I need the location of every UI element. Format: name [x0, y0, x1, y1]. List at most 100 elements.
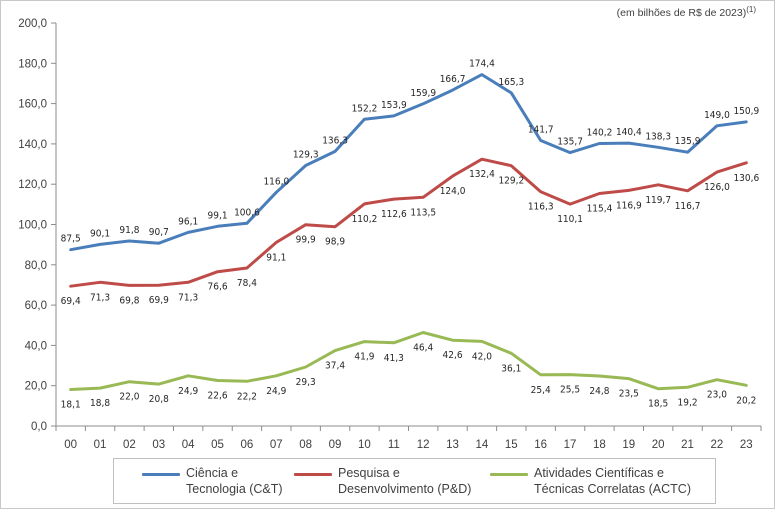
y-tick-label: 180,0 [18, 58, 47, 70]
line-chart: (em bilhões de R$ de 2023)(1) 0,0 20,0 40,… [18, 5, 762, 451]
data-label-s0-02: 91,8 [119, 225, 139, 236]
legend-item-pd: Pesquisa e Desenvolvimento (P&D) [294, 465, 471, 497]
x-tick-labels: 00 01 02 03 04 05 06 07 08 09 10 11 12 13 14 15 16 17 18 19… [55, 426, 762, 451]
data-label-s0-03: 90,7 [149, 227, 169, 238]
legend-swatch-actc [490, 473, 528, 476]
x-tick-label: 07 [270, 439, 283, 451]
x-tick-label: 20 [652, 439, 665, 451]
data-label-s0-17: 135,7 [557, 137, 583, 148]
data-label-s2-17: 25,5 [560, 385, 580, 396]
y-tick-labels: 0,0 20,0 40,0 60,0 80,0 100,0 120,0 140,0 160,0 1… [18, 18, 56, 433]
data-label-s1-20: 119,7 [645, 195, 671, 206]
x-tick-label: 04 [182, 439, 195, 451]
y-tick-label: 80,0 [25, 260, 47, 272]
x-tick-label: 13 [446, 439, 459, 451]
units-note: (em bilhões de R$ de 2023)(1) [617, 5, 757, 19]
data-label-s1-21: 116,7 [675, 201, 701, 212]
data-label-s2-18: 24,8 [589, 386, 609, 397]
data-label-s2-10: 41,9 [354, 352, 374, 363]
x-tick-label: 12 [417, 439, 430, 451]
data-label-s0-13: 166,7 [440, 74, 466, 85]
x-tick-label: 05 [211, 439, 224, 451]
data-label-s1-17: 110,1 [557, 214, 583, 225]
series-lines [69, 73, 748, 391]
data-label-s1-23: 130,6 [733, 173, 759, 184]
data-label-s1-22: 126,0 [704, 182, 730, 193]
data-label-s0-00: 87,5 [61, 234, 81, 245]
data-label-s1-12: 113,5 [410, 207, 436, 218]
x-tick-label: 22 [711, 439, 724, 451]
data-label-s2-14: 42,0 [472, 351, 492, 362]
data-label-s1-13: 124,0 [440, 186, 466, 197]
y-tick-label: 120,0 [18, 179, 47, 191]
y-tick-label: 20,0 [25, 381, 47, 393]
data-label-s1-01: 71,3 [90, 292, 110, 303]
x-tick-label: 10 [358, 439, 371, 451]
data-label-s0-21: 135,9 [675, 136, 701, 147]
data-label-s0-15: 165,3 [498, 77, 524, 88]
x-tick-label: 14 [476, 439, 489, 451]
x-tick-label: 19 [622, 439, 635, 451]
x-tick-label: 18 [593, 439, 606, 451]
data-label-s2-05: 22,6 [208, 390, 228, 401]
data-label-s0-08: 129,3 [293, 149, 319, 160]
data-label-s2-07: 24,9 [266, 386, 286, 397]
data-labels: 87,5 90,1 91,8 90,796,199,1 100,6116,0129,31… [61, 59, 760, 411]
y-tick-label: 60,0 [25, 300, 47, 312]
data-label-s2-00: 18,1 [61, 400, 81, 411]
data-label-s1-05: 76,6 [208, 282, 228, 293]
data-label-s1-08: 99,9 [296, 235, 316, 246]
x-tick-label: 08 [299, 439, 312, 451]
data-label-s2-08: 29,3 [296, 377, 316, 388]
y-tick-label: 200,0 [18, 18, 47, 30]
data-label-s0-09: 136,3 [322, 135, 348, 146]
y-tick-label: 140,0 [18, 139, 47, 151]
data-label-s0-22: 149,0 [704, 110, 730, 121]
data-label-s1-14: 132,4 [469, 169, 495, 180]
data-label-s0-06: 100,6 [234, 207, 260, 218]
data-label-s1-16: 116,3 [528, 202, 554, 213]
x-tick-label: 09 [329, 439, 342, 451]
data-label-s0-18: 140,2 [587, 127, 613, 138]
x-tick-label: 11 [388, 439, 400, 451]
data-label-s1-18: 115,4 [587, 203, 613, 214]
data-label-s2-13: 42,6 [443, 350, 463, 361]
data-label-s1-06: 78,4 [237, 278, 257, 289]
data-label-s2-20: 18,5 [648, 399, 668, 410]
x-tick-label: 03 [152, 439, 165, 451]
data-label-s2-16: 25,4 [531, 385, 551, 396]
data-label-s0-12: 159,9 [410, 88, 436, 99]
data-label-s2-06: 22,2 [237, 391, 257, 402]
data-label-s2-09: 37,4 [325, 361, 345, 372]
data-label-s0-11: 153,9 [381, 100, 407, 111]
x-tick-label: 15 [505, 439, 518, 451]
data-label-s1-04: 71,3 [178, 292, 198, 303]
x-tick-label: 00 [64, 439, 77, 451]
legend-label-ct: Ciência e Tecnologia (C&T) [186, 466, 283, 496]
data-label-s0-04: 96,1 [178, 216, 198, 227]
x-tick-label: 02 [123, 439, 136, 451]
x-tick-label: 06 [241, 439, 254, 451]
data-label-s1-15: 129,2 [498, 176, 524, 187]
legend-label-actc: Atividades Científicas e Técnicas Correl… [534, 466, 691, 496]
legend: Ciência e Tecnologia (C&T) Pesquisa e De… [113, 458, 716, 504]
data-label-s2-22: 23,0 [707, 390, 727, 401]
y-tick-label: 160,0 [18, 99, 47, 111]
x-tick-label: 23 [740, 439, 753, 451]
data-label-s2-23: 20,2 [736, 395, 756, 406]
y-tick-label: 100,0 [18, 220, 47, 232]
data-label-s0-10: 152,2 [352, 103, 378, 114]
data-label-s1-19: 116,9 [616, 200, 642, 211]
data-label-s0-19: 140,4 [616, 127, 642, 138]
y-tick-label: 0,0 [31, 421, 47, 433]
legend-swatch-ct [142, 473, 180, 476]
series-line-2 [69, 331, 748, 391]
x-tick-label: 21 [681, 439, 694, 451]
series-line-1 [69, 157, 748, 288]
legend-swatch-pd [294, 473, 332, 476]
data-label-s1-03: 69,9 [149, 295, 169, 306]
data-label-s2-19: 23,5 [619, 389, 639, 400]
data-label-s0-05: 99,1 [208, 210, 228, 221]
series-line-0 [69, 73, 748, 252]
